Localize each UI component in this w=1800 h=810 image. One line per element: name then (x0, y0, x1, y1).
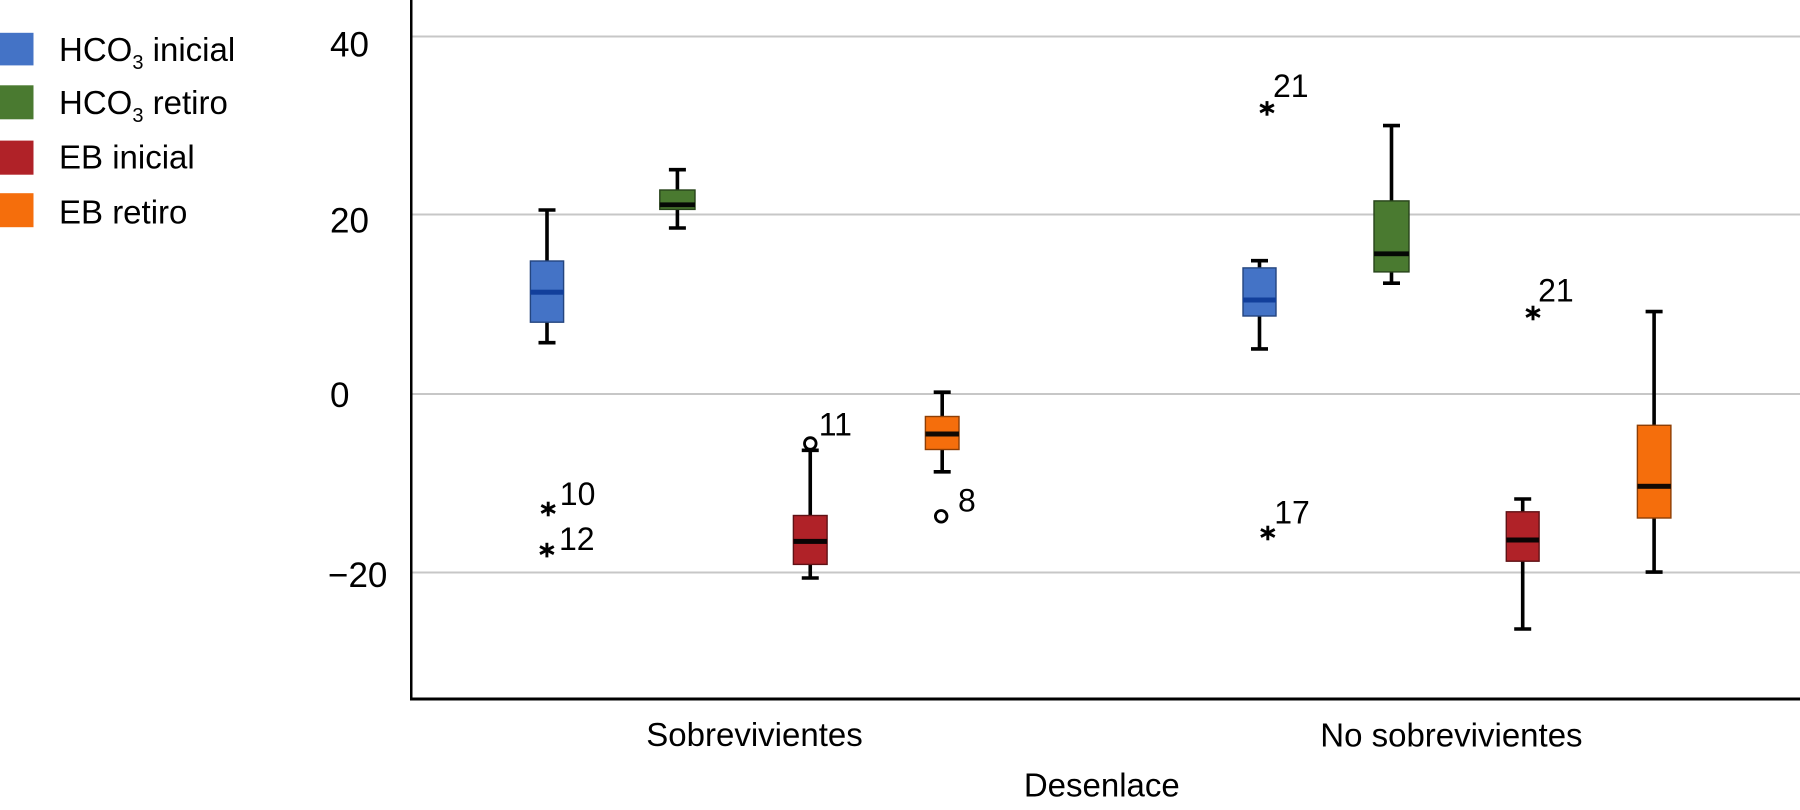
svg-text:HCO3 inicial: HCO3 inicial (59, 31, 235, 74)
svg-text:HCO3 retiro: HCO3 retiro (59, 84, 228, 127)
svg-text:0: 0 (330, 376, 349, 415)
svg-text:17: 17 (1274, 495, 1310, 531)
svg-text:Sobrevivientes: Sobrevivientes (646, 716, 862, 753)
svg-text:EB retiro: EB retiro (59, 194, 187, 231)
svg-text:12: 12 (559, 521, 595, 557)
svg-text:10: 10 (560, 476, 596, 512)
svg-text:20: 20 (330, 202, 369, 241)
svg-text:21: 21 (1273, 68, 1309, 104)
svg-text:40: 40 (330, 26, 369, 65)
svg-text:21: 21 (1538, 273, 1574, 309)
svg-text:Desenlace: Desenlace (1024, 767, 1180, 804)
svg-text:8: 8 (958, 483, 976, 519)
svg-text:No sobrevivientes: No sobrevivientes (1320, 717, 1582, 754)
svg-text:−20: −20 (328, 556, 387, 595)
svg-text:EB inicial: EB inicial (59, 139, 195, 176)
svg-text:11: 11 (819, 406, 852, 442)
